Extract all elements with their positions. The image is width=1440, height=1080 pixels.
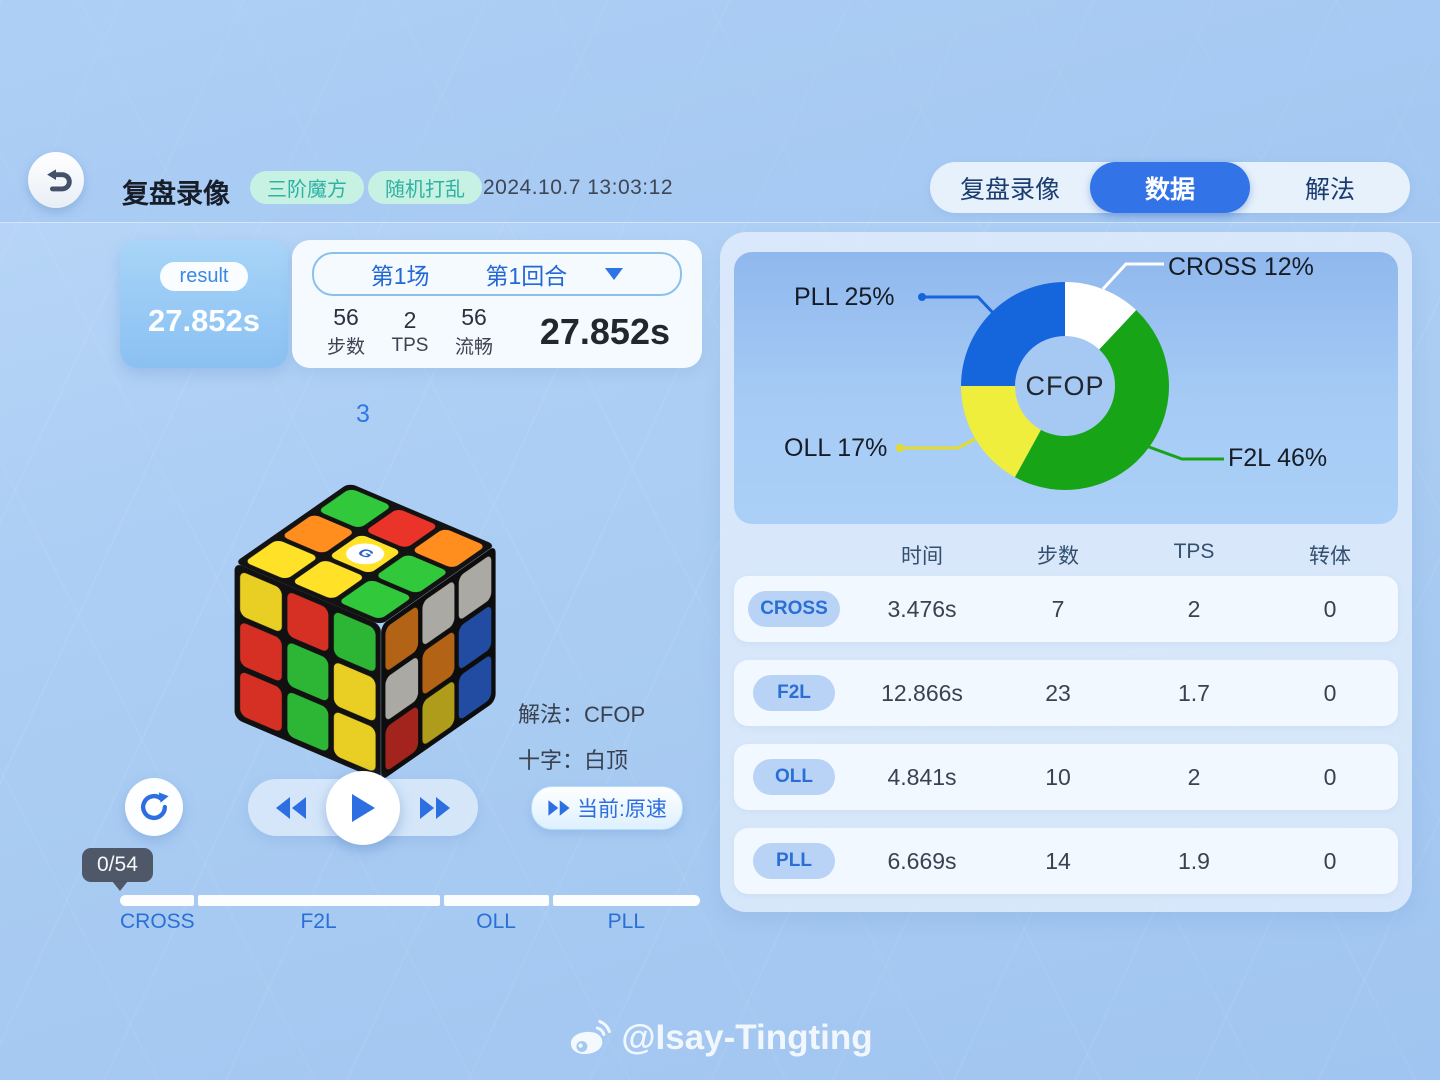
donut-slice-pll [961, 282, 1065, 386]
cube-3d-view[interactable]: G [234, 482, 496, 782]
table-row: CROSS 3.476s 7 2 0 [734, 576, 1398, 642]
round-selector[interactable]: 第1场 第1回合 [312, 252, 682, 296]
chart-label-cross: CROSS 12% [1168, 253, 1314, 281]
page-title: 复盘录像 [122, 179, 230, 209]
table-header: 时间 步数 TPS 转体 [901, 540, 1351, 568]
badge-cube-type: 三阶魔方 [250, 171, 364, 204]
chart-label-f2l: F2L 46% [1228, 444, 1328, 472]
table-row: F2L 12.866s 23 1.7 0 [734, 660, 1398, 726]
fast-forward-icon[interactable] [418, 794, 452, 822]
progress-segment-f2l[interactable]: F2L [197, 895, 440, 933]
chart-label-pll: PLL 25% [794, 283, 895, 311]
weibo-icon [570, 1020, 611, 1054]
donut-slice-cross [1065, 282, 1137, 350]
progress-segment-fill [197, 895, 440, 906]
badge-scramble-type: 随机打乱 [368, 171, 482, 204]
chart-center-label: CFOP [1025, 371, 1105, 401]
round-label: 第1回合 [485, 263, 568, 289]
result-card: result 27.852s [120, 240, 288, 368]
progress-segment-label: CROSS [120, 910, 195, 933]
speed-button[interactable]: 当前:原速 [531, 786, 683, 830]
play-button[interactable] [326, 770, 400, 845]
donut-slice-f2l [1014, 310, 1169, 490]
tab-bar: 复盘录像 数据 解法 [930, 162, 1410, 213]
solve-timestamp: 2024.10.7 13:03:12 [483, 176, 674, 199]
phase-donut-chart: PLL 25% CROSS 12% OLL 17% F2L 46% CFOP [734, 252, 1398, 524]
phase-pill: PLL [753, 843, 835, 879]
progress-segment-fill [120, 895, 194, 906]
table-row: OLL 4.841s 10 2 0 [734, 744, 1398, 810]
back-button[interactable] [28, 152, 84, 208]
speed-label: 当前:原速 [577, 798, 667, 821]
gan-logo: G [338, 539, 392, 569]
playback-controls [248, 770, 478, 845]
leader-line-cross [1101, 262, 1164, 291]
chart-label-oll: OLL 17% [784, 434, 888, 462]
tab-replay[interactable]: 复盘录像 [959, 175, 1060, 204]
progress-segment-oll[interactable]: OLL [443, 895, 549, 933]
stat-fluency: 56 流畅 [454, 304, 493, 358]
summary-card: 第1场 第1回合 56 步数 2 TPS 56 流畅 27.852s [292, 240, 702, 368]
data-panel: PLL 25% CROSS 12% OLL 17% F2L 46% CFOP 时… [720, 232, 1412, 912]
session-label: 第1场 [370, 263, 430, 289]
leader-line-pll [922, 295, 998, 318]
result-time: 27.852s [147, 303, 261, 338]
progress-segment-label: OLL [476, 910, 516, 933]
progress-segment-fill [552, 895, 700, 906]
leader-line-f2l [1148, 445, 1224, 461]
stat-moves: 56 步数 [326, 304, 365, 358]
solve-method: 解法：CFOP [518, 702, 646, 727]
phase-pill: F2L [753, 675, 835, 711]
progress-segment-fill [443, 895, 549, 906]
phase-pill: OLL [753, 759, 835, 795]
watermark: @Isay-Tingting [567, 1018, 873, 1058]
chevron-down-icon [605, 268, 624, 280]
progress-bar[interactable]: CROSS F2L OLL PLL [120, 895, 700, 933]
progress-segment-cross[interactable]: CROSS [120, 895, 195, 933]
rewind-icon[interactable] [274, 794, 308, 822]
leader-line-oll [900, 437, 976, 450]
donut-slice-oll [961, 386, 1041, 478]
watermark-handle: @Isay-Tingting [621, 1018, 873, 1057]
speed-fast-forward-icon [548, 800, 570, 816]
summary-stats: 56 步数 2 TPS 56 流畅 27.852s [292, 296, 702, 359]
progress-segment-pll[interactable]: PLL [552, 895, 700, 933]
tab-data[interactable]: 数据 [1090, 162, 1250, 213]
donut-chart-svg [896, 262, 1224, 490]
stat-tps: 2 TPS [391, 306, 429, 356]
table-row: PLL 6.669s 14 1.9 0 [734, 828, 1398, 894]
progress-segment-label: PLL [607, 910, 646, 933]
scramble-counter: 3 [356, 400, 370, 428]
progress-segment-label: F2L [300, 910, 337, 933]
cross-color: 十字：白顶 [518, 748, 629, 773]
move-counter-tooltip: 0/54 [82, 848, 153, 891]
tab-solution[interactable]: 解法 [1304, 175, 1355, 204]
phase-pill: CROSS [748, 591, 840, 627]
return-arrow-icon [47, 169, 72, 192]
replay-button[interactable] [125, 778, 183, 836]
summary-time: 27.852s [539, 310, 670, 352]
replay-icon [140, 792, 169, 820]
play-icon [352, 793, 375, 822]
result-label: result [159, 262, 249, 291]
